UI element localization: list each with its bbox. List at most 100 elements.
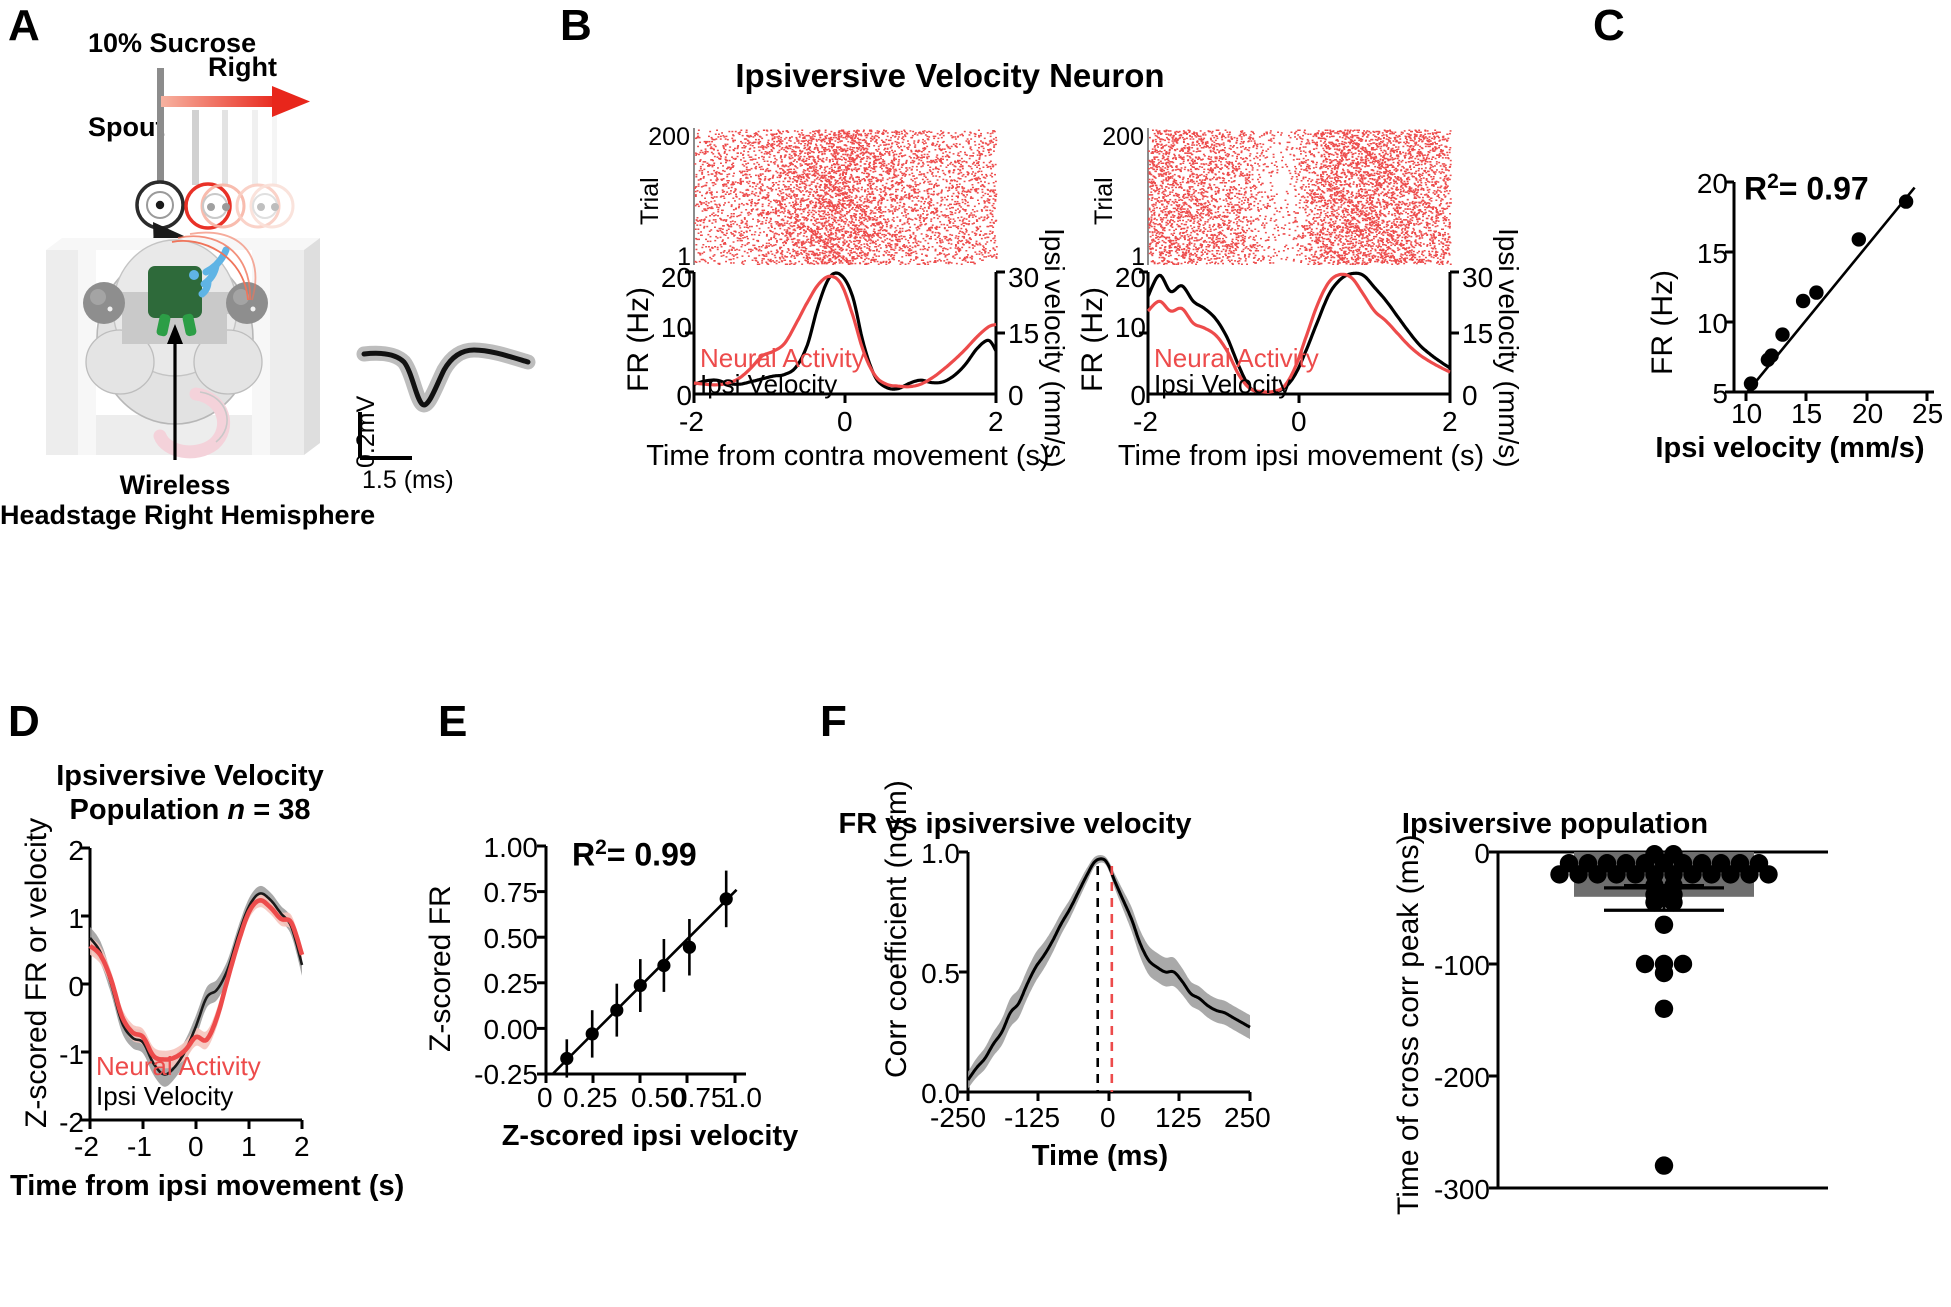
panel-b-right-xtick-2: 2 — [1442, 406, 1458, 437]
panel-b-left-raster-tick-200: 200 — [648, 123, 690, 151]
panel-d-xlabel: Time from ipsi movement (s) — [10, 1170, 405, 1202]
panel-f-right-ylabel: Time of cross corr peak (ms) — [1392, 834, 1425, 1215]
panel-d-xtick--2: -2 — [74, 1131, 99, 1162]
panel-c-xlabel: Ipsi velocity (mm/s) — [1655, 432, 1925, 464]
panel-e-xtick-0.75: 0.75 — [672, 1082, 727, 1113]
panel-d-legend-red: Neural Activity — [96, 1051, 261, 1081]
panel-c-ytick-5: 5 — [1712, 378, 1728, 409]
panel-b-right-ytick-10: 10 — [1114, 312, 1146, 343]
panel-b-left-right-ytick-30: 30 — [1008, 262, 1040, 293]
panel-a-caption-line2: Headstage Right Hemisphere — [0, 500, 376, 530]
panel-e-xtick-1.0: 1.0 — [723, 1082, 762, 1113]
panel-b-left-xtick--2: -2 — [679, 406, 704, 437]
panel-c-annotation: R2= 0.97 — [1744, 170, 1869, 207]
panel-letter-b: B — [560, 1, 592, 50]
panel-d-title-pre: Population — [69, 794, 228, 826]
panel-a-diagram — [46, 68, 320, 460]
panel-b-left-xtick-0: 0 — [837, 406, 853, 437]
panel-a-scale-voltage: 0.2mV — [352, 395, 380, 468]
panel-c-ytick-20: 20 — [1696, 168, 1728, 199]
panel-d-xtick-1: 1 — [241, 1131, 257, 1162]
panel-f-left-xlabel: Time (ms) — [1031, 1140, 1169, 1172]
panel-b-left-ytick-10: 10 — [660, 312, 692, 343]
panel-d-xtick-0: 0 — [188, 1131, 204, 1162]
panel-b-right-right-ytick-30: 30 — [1462, 262, 1494, 293]
panel-b-right-legend-red: Neural Activity — [1154, 343, 1319, 373]
panel-a-scale-time: 1.5 (ms) — [362, 466, 454, 494]
panel-d-title-post: = 38 — [245, 794, 311, 826]
panel-b-right-xtick--2: -2 — [1133, 406, 1158, 437]
panel-d-legend-black: Ipsi Velocity — [96, 1081, 234, 1111]
panel-b-left-raster-ylabel: Trial — [636, 177, 664, 225]
panel-e-annotation: R2= 0.99 — [572, 836, 697, 873]
panel-f-right-ytick-0: 0 — [1474, 838, 1490, 869]
panel-e-annotation-r: R — [572, 836, 596, 873]
panel-b-left-xtick-2: 2 — [988, 406, 1004, 437]
panel-a-right-label: Right — [208, 52, 277, 82]
panel-d-ytick-0: 0 — [68, 971, 84, 1002]
panel-b-right-right-ylabel: Ipsi velocity (mm/s) — [1493, 228, 1524, 468]
panel-d-xtick-2: 2 — [294, 1131, 310, 1162]
panel-d-title-italic-n: n — [227, 794, 246, 826]
panel-letter-f: F — [820, 697, 847, 746]
panel-f-left-xtick--250: -250 — [930, 1102, 987, 1133]
panel-e-ytick-0.50: 0.50 — [483, 923, 539, 954]
panel-c-xtick-25: 25 — [1912, 398, 1944, 429]
panel-d-xtick--1: -1 — [127, 1131, 152, 1162]
panel-b-right-right-ytick-0: 0 — [1462, 380, 1478, 411]
panel-f-right-ytick--300: -300 — [1433, 1174, 1490, 1205]
panel-f-left-ytick-1.0: 1.0 — [921, 838, 960, 869]
panel-b-left-raster-tick-1: 1 — [677, 243, 691, 271]
panel-c-annotation-r: R — [1744, 170, 1768, 207]
panel-e-annotation-val: = 0.99 — [606, 836, 697, 873]
panel-b-right-xtick-0: 0 — [1291, 406, 1307, 437]
panel-b-left-xlabel: Time from contra movement (s) — [646, 440, 1050, 472]
panel-e-xtick-0.50: 0.50 — [631, 1082, 686, 1113]
panel-d-ytick-1: 1 — [68, 903, 84, 934]
panel-d-ytick-2: 2 — [68, 835, 84, 866]
panel-e-xlabel: Z-scored ipsi velocity — [501, 1120, 799, 1152]
panel-b-left-legend-red: Neural Activity — [700, 343, 865, 373]
panel-a-caption-line1: Wireless — [119, 470, 231, 500]
panel-b-right-psth — [1139, 270, 1459, 403]
panel-b-right-legend-black: Ipsi Velocity — [1154, 369, 1292, 399]
panel-b-left-ytick-0: 0 — [676, 380, 692, 411]
panel-e-ytick-0.00: 0.00 — [483, 1014, 539, 1045]
panel-f-left-xtick-0: 0 — [1100, 1102, 1116, 1133]
panel-f-right-swarm — [1489, 845, 1828, 1190]
panel-b-left-psth — [685, 270, 1005, 403]
panel-a-spout-label: Spout — [88, 112, 165, 142]
panel-e-ytick--0.25: -0.25 — [474, 1059, 538, 1090]
panel-c-scatter — [1725, 180, 1934, 401]
panel-e-xtick-0.25: 0.25 — [563, 1082, 618, 1113]
panel-b-right-xlabel: Time from ipsi movement (s) — [1117, 440, 1485, 472]
panel-b-right-raster-ylabel: Trial — [1090, 177, 1118, 225]
panel-c-annotation-sup: 2 — [1767, 170, 1779, 193]
panel-d-ytick--2: -2 — [59, 1107, 84, 1138]
panel-f-left-ytick-0.5: 0.5 — [921, 958, 960, 989]
panel-b-right-ytick-20: 20 — [1114, 262, 1146, 293]
panel-f-left-xtick-250: 250 — [1224, 1102, 1271, 1133]
panel-b-left-right-ytick-0: 0 — [1008, 380, 1024, 411]
panel-f-left-ylabel: Corr coefficient (norm) — [880, 780, 913, 1078]
panel-c-ylabel: FR (Hz) — [1646, 270, 1679, 375]
panel-a-sucrose-label: 10% Sucrose — [88, 28, 257, 58]
panel-f-left-xtick-125: 125 — [1155, 1102, 1202, 1133]
panel-e-annotation-sup: 2 — [595, 836, 607, 859]
panel-d-population-traces — [81, 846, 305, 1129]
panel-letter-e: E — [438, 697, 468, 746]
panel-b-left-right-ylabel: Ipsi velocity (mm/s) — [1039, 228, 1070, 468]
panel-f-right-title: Ipsiversive population — [1401, 808, 1709, 840]
panel-e-ytick-1.00: 1.00 — [483, 832, 539, 863]
panel-f-right-ytick--200: -200 — [1433, 1062, 1490, 1093]
panel-b-left-raster — [693, 128, 998, 265]
panel-f-right-ytick--100: -100 — [1433, 950, 1490, 981]
panel-b-right-raster-tick-200: 200 — [1102, 123, 1144, 151]
panel-d-ytick--1: -1 — [59, 1039, 84, 1070]
panel-e-ytick-0.75: 0.75 — [483, 877, 539, 908]
panel-b-left-right-ytick-15: 15 — [1008, 318, 1040, 349]
panel-e-ytick-0.25: 0.25 — [483, 968, 539, 999]
panel-b-right-raster — [1147, 128, 1452, 265]
panel-b-right-ytick-0: 0 — [1130, 380, 1146, 411]
